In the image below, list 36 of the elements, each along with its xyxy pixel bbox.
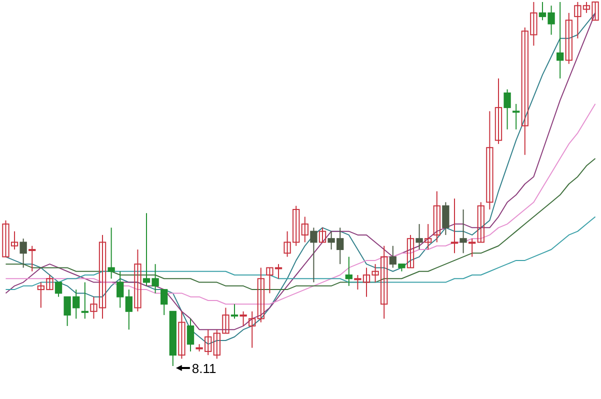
candlestick	[406, 234, 414, 268]
candlestick	[108, 227, 115, 280]
candlestick	[116, 270, 124, 308]
candlestick	[416, 224, 423, 250]
candlestick	[512, 103, 520, 130]
annotation: 8.11	[192, 361, 216, 376]
candlestick	[565, 12, 572, 64]
candlestick	[556, 2, 564, 79]
candlestick	[301, 216, 308, 243]
candlestick	[424, 224, 432, 250]
candlestick	[486, 110, 494, 210]
candlestick	[186, 318, 194, 352]
candlestick	[28, 245, 36, 272]
candlestick	[240, 310, 247, 326]
candlestick	[178, 310, 186, 360]
candlestick	[504, 88, 511, 130]
candlestick	[460, 208, 467, 254]
candlestick	[230, 304, 238, 320]
candlestick	[81, 282, 88, 320]
candlestick	[389, 245, 396, 268]
candlestick	[450, 198, 458, 254]
candlestick	[310, 227, 318, 283]
candlestick	[257, 267, 264, 323]
candlestick	[433, 190, 440, 243]
candlestick	[442, 202, 450, 236]
candlestick	[318, 227, 326, 243]
candlestick	[248, 310, 256, 348]
candlestick	[54, 282, 62, 298]
candlestick	[477, 202, 484, 243]
candlestick	[125, 289, 132, 330]
candlestick	[494, 78, 502, 144]
candlestick	[160, 289, 168, 316]
candlestick	[20, 238, 27, 268]
candlestick	[134, 249, 142, 312]
candlestick	[345, 256, 352, 286]
candlestick	[468, 238, 476, 258]
